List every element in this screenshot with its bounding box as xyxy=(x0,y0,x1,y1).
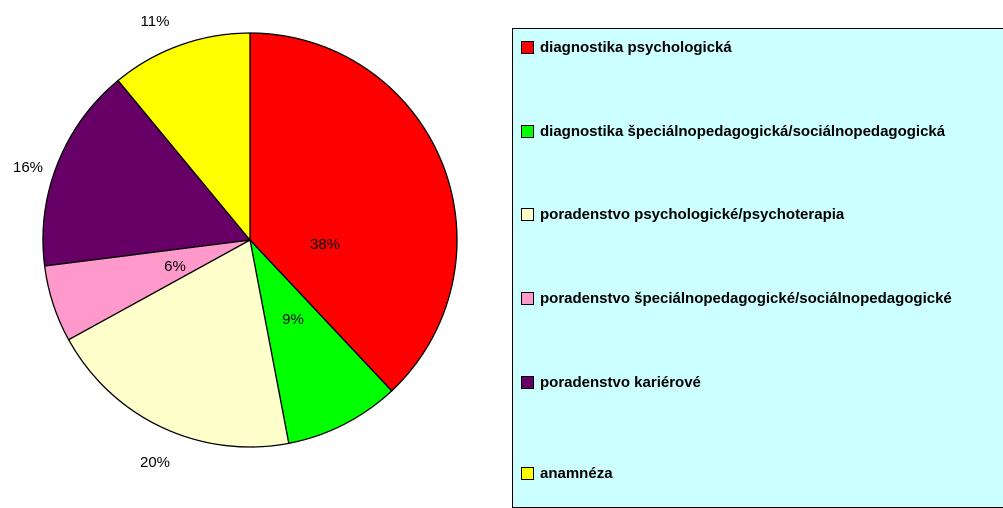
legend-label: diagnostika psychologická xyxy=(540,39,732,56)
pie-slice xyxy=(248,237,393,445)
legend-swatch xyxy=(521,41,534,54)
legend-entry: diagnostika psychologická xyxy=(521,39,991,57)
data-label: 20% xyxy=(140,454,170,471)
legend-label: poradenstvo psychologické/psychoterapia xyxy=(540,206,845,223)
pie-chart: 38% 9% 20% 6% 16% 11% xyxy=(13,13,458,471)
legend-entry: poradenstvo špeciálnopedagogické/sociáln… xyxy=(521,290,991,308)
legend-label: poradenstvo kariérové xyxy=(540,374,701,391)
legend-swatch xyxy=(521,292,534,305)
legend-label: anamnéza xyxy=(540,465,613,482)
legend-swatch xyxy=(521,467,534,480)
legend-swatch xyxy=(521,208,534,221)
legend-swatch xyxy=(521,125,534,138)
pie-slice xyxy=(117,32,251,242)
data-label: 38% xyxy=(310,236,340,253)
pie-slice xyxy=(42,79,252,267)
legend: diagnostika psychologická diagnostika špe… xyxy=(512,28,1003,508)
data-label: 11% xyxy=(141,13,170,30)
legend-swatch xyxy=(521,376,534,389)
legend-entry: poradenstvo kariérové xyxy=(521,374,991,392)
data-label: 9% xyxy=(282,311,304,328)
legend-label: diagnostika špeciálnopedagogická/sociáln… xyxy=(540,123,946,140)
pie-slice xyxy=(67,238,290,448)
legend-entry: diagnostika špeciálnopedagogická/sociáln… xyxy=(521,123,991,141)
legend-label: poradenstvo špeciálnopedagogické/sociáln… xyxy=(540,290,952,307)
legend-entry: poradenstvo psychologické/psychoterapia xyxy=(521,206,991,224)
pie-slice xyxy=(249,32,458,392)
data-label: 16% xyxy=(13,159,43,176)
data-label: 6% xyxy=(164,258,186,275)
legend-entry: anamnéza xyxy=(521,465,991,483)
